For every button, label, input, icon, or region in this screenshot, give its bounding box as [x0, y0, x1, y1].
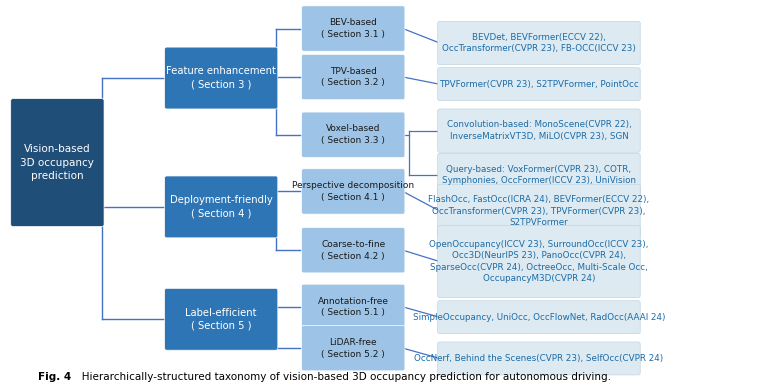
FancyBboxPatch shape	[438, 109, 640, 152]
Text: Query-based: VoxFormer(CVPR 23), COTR,
Symphonies, OccFormer(ICCV 23), UniVision: Query-based: VoxFormer(CVPR 23), COTR, S…	[442, 165, 636, 185]
FancyBboxPatch shape	[11, 99, 104, 226]
FancyBboxPatch shape	[438, 342, 640, 375]
Text: Label-efficient
( Section 5 ): Label-efficient ( Section 5 )	[185, 308, 257, 331]
Text: Perspective decomposition
( Section 4.1 ): Perspective decomposition ( Section 4.1 …	[293, 181, 415, 202]
FancyBboxPatch shape	[438, 21, 640, 65]
FancyBboxPatch shape	[165, 288, 278, 350]
FancyBboxPatch shape	[438, 301, 640, 334]
FancyBboxPatch shape	[302, 6, 405, 51]
Text: Hierarchically-structured taxonomy of vision-based 3D occupancy prediction for a: Hierarchically-structured taxonomy of vi…	[72, 372, 612, 382]
FancyBboxPatch shape	[302, 169, 405, 214]
Text: Coarse-to-fine
( Section 4.2 ): Coarse-to-fine ( Section 4.2 )	[321, 240, 385, 260]
FancyBboxPatch shape	[302, 228, 405, 273]
Text: OccNerf, Behind the Scenes(CVPR 23), SelfOcc(CVPR 24): OccNerf, Behind the Scenes(CVPR 23), Sel…	[415, 354, 664, 363]
Text: OpenOccupancy(ICCV 23), SurroundOcc(ICCV 23),
Occ3D(NeurIPS 23), PanoOcc(CVPR 24: OpenOccupancy(ICCV 23), SurroundOcc(ICCV…	[429, 240, 649, 283]
FancyBboxPatch shape	[165, 47, 278, 109]
Text: FlashOcc, FastOcc(ICRA 24), BEVFormer(ECCV 22),
OccTransformer(CVPR 23), TPVForm: FlashOcc, FastOcc(ICRA 24), BEVFormer(EC…	[429, 195, 650, 227]
Text: TPV-based
( Section 3.2 ): TPV-based ( Section 3.2 )	[321, 67, 385, 87]
FancyBboxPatch shape	[302, 284, 405, 330]
Text: Vision-based
3D occupancy
prediction: Vision-based 3D occupancy prediction	[20, 144, 94, 181]
Text: LiDAR-free
( Section 5.2 ): LiDAR-free ( Section 5.2 )	[321, 338, 385, 358]
FancyBboxPatch shape	[438, 184, 640, 238]
Text: Annotation-free
( Section 5.1 ): Annotation-free ( Section 5.1 )	[317, 296, 389, 317]
FancyBboxPatch shape	[165, 176, 278, 238]
FancyBboxPatch shape	[302, 54, 405, 100]
Text: SimpleOccupancy, UniOcc, OccFlowNet, RadOcc(AAAI 24): SimpleOccupancy, UniOcc, OccFlowNet, Rad…	[412, 313, 665, 322]
FancyBboxPatch shape	[438, 226, 640, 298]
Text: TPVFormer(CVPR 23), S2TPVFormer, PointOcc: TPVFormer(CVPR 23), S2TPVFormer, PointOc…	[439, 80, 639, 89]
Text: Convolution-based: MonoScene(CVPR 22),
InverseMatrixVT3D, MiLO(CVPR 23), SGN: Convolution-based: MonoScene(CVPR 22), I…	[447, 120, 631, 141]
Text: Deployment-friendly
( Section 4 ): Deployment-friendly ( Section 4 )	[170, 195, 272, 219]
Text: Fig. 4: Fig. 4	[37, 372, 71, 382]
FancyBboxPatch shape	[302, 112, 405, 158]
Text: BEV-based
( Section 3.1 ): BEV-based ( Section 3.1 )	[321, 18, 385, 39]
FancyBboxPatch shape	[438, 68, 640, 101]
Text: Voxel-based
( Section 3.3 ): Voxel-based ( Section 3.3 )	[321, 124, 385, 145]
FancyBboxPatch shape	[302, 325, 405, 371]
Text: BEVDet, BEVFormer(ECCV 22),
OccTransformer(CVPR 23), FB-OCC(ICCV 23): BEVDet, BEVFormer(ECCV 22), OccTransform…	[442, 33, 636, 53]
FancyBboxPatch shape	[438, 153, 640, 197]
Text: Feature enhancement
( Section 3 ): Feature enhancement ( Section 3 )	[166, 67, 276, 90]
